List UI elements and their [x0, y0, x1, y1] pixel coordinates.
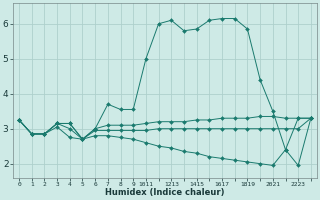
- X-axis label: Humidex (Indice chaleur): Humidex (Indice chaleur): [105, 188, 225, 197]
